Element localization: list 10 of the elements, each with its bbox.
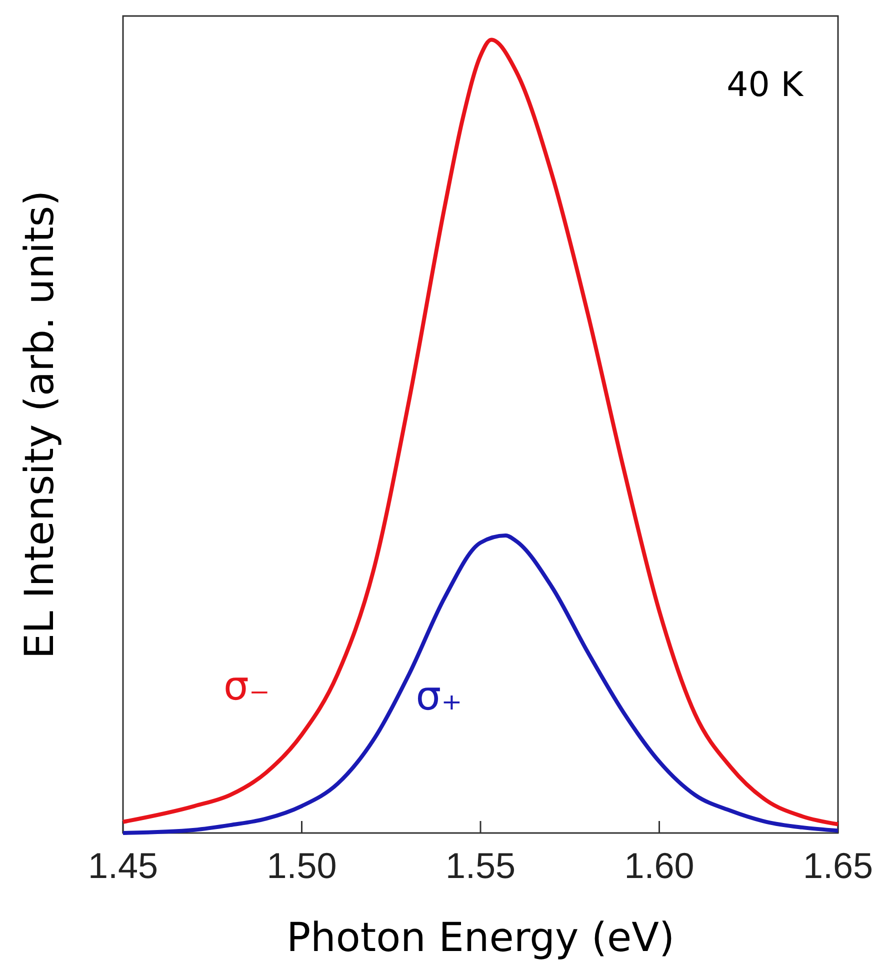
x-tick-label: 1.45 — [88, 845, 158, 886]
x-tick-label: 1.55 — [445, 845, 516, 886]
x-tick-label: 1.50 — [266, 845, 337, 886]
annotation: 40 K — [726, 65, 805, 105]
x-tick-label: 1.65 — [802, 845, 874, 886]
series-label: σ₊ — [416, 673, 462, 720]
x-axis-title: Photon Energy (eV) — [286, 915, 675, 961]
series-label: σ₋ — [224, 664, 270, 710]
y-axis-title: EL Intensity (arb. units) — [17, 190, 63, 659]
x-tick-label: 1.60 — [624, 845, 694, 886]
